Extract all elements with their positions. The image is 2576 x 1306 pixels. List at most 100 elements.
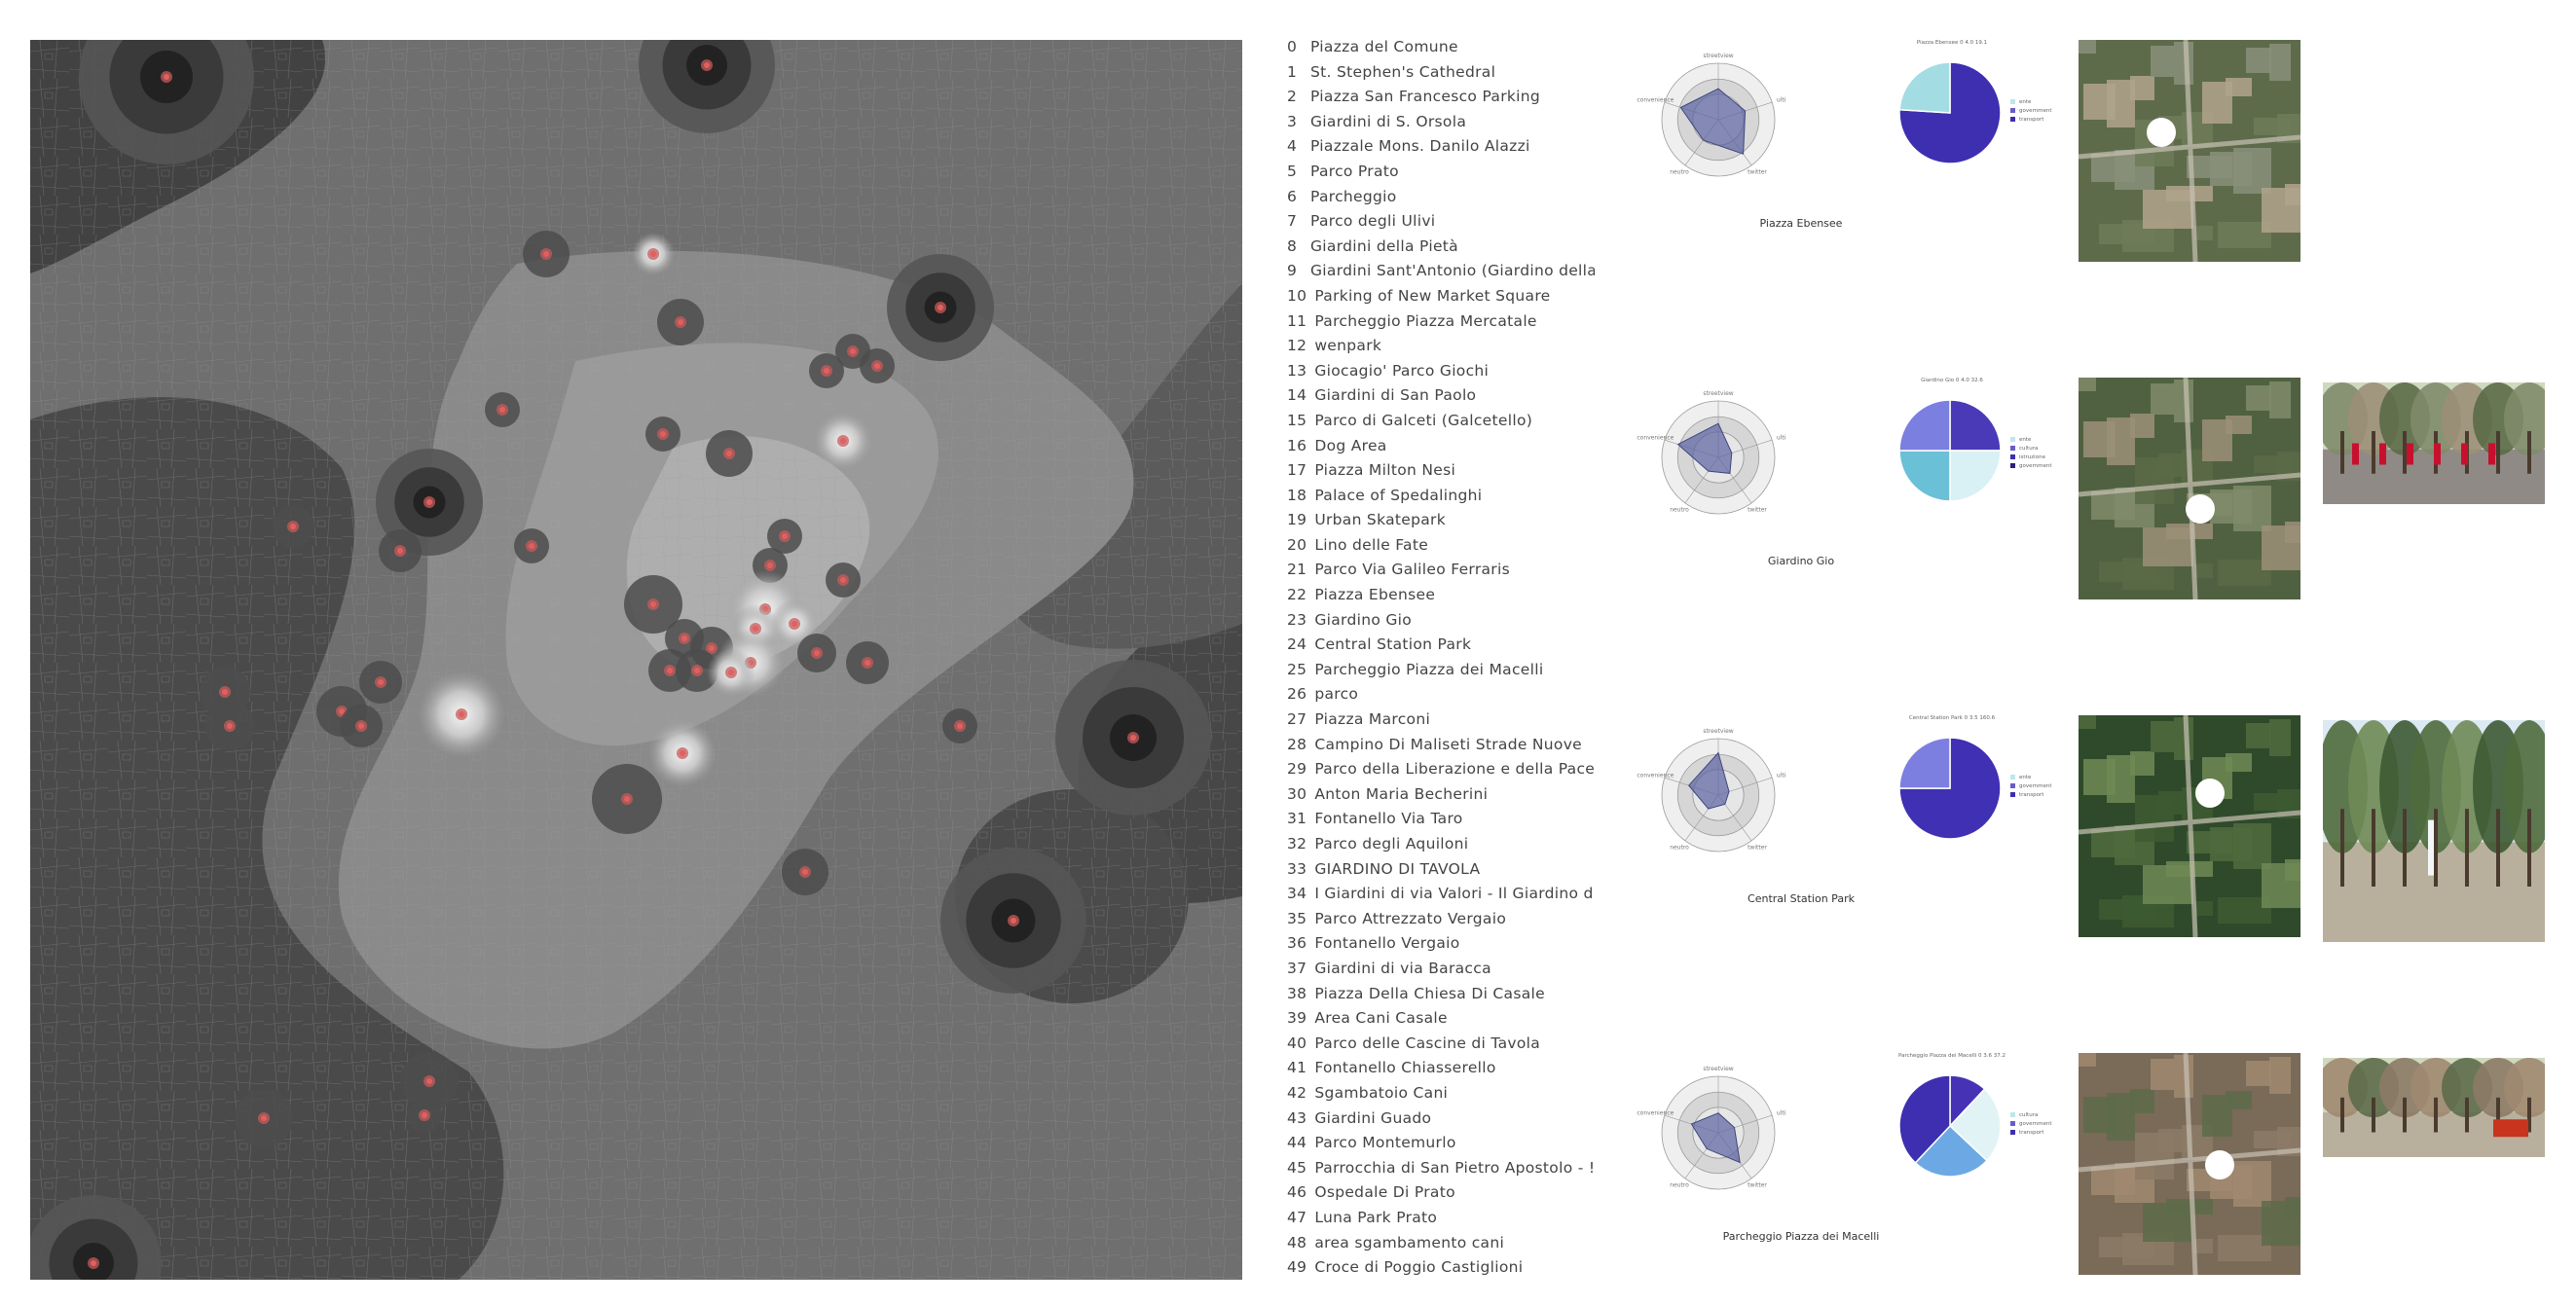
site-list-item[interactable]: 3 Giardini di S. Orsola <box>1287 110 1595 135</box>
site-list-item[interactable]: 16 Dog Area <box>1287 434 1595 459</box>
hotspot[interactable] <box>940 848 1086 994</box>
site-list-item[interactable]: 19 Urban Skatepark <box>1287 508 1595 533</box>
hotspot[interactable] <box>400 1052 459 1110</box>
site-list-item[interactable]: 1 St. Stephen's Cathedral <box>1287 60 1595 86</box>
street-photo[interactable] <box>2323 382 2545 504</box>
site-list-item[interactable]: 46 Ospedale Di Prato <box>1287 1180 1595 1206</box>
hotspot[interactable] <box>79 40 254 164</box>
site-list-item[interactable]: 14 Giardini di San Paolo <box>1287 383 1595 409</box>
site-list-item[interactable]: 34 I Giardini di via Valori - Il Giardino… <box>1287 882 1595 907</box>
site-list-item[interactable]: 41 Fontanello Chiasserello <box>1287 1056 1595 1081</box>
site-list-item[interactable]: 42 Sgambatoio Cani <box>1287 1081 1595 1106</box>
site-list-item[interactable]: 26 parco <box>1287 682 1595 707</box>
site-list-item[interactable]: 6 Parcheggio <box>1287 185 1595 210</box>
site-list-item[interactable]: 12 wenpark <box>1287 334 1595 359</box>
site-name: Piazza San Francesco Parking <box>1310 88 1541 106</box>
site-list-item[interactable]: 39 Area Cani Casale <box>1287 1006 1595 1032</box>
site-list-item[interactable]: 33 GIARDINO DI TAVOLA <box>1287 857 1595 883</box>
site-list-item[interactable]: 7 Parco degli Ulivi <box>1287 209 1595 235</box>
hotspot[interactable] <box>204 701 255 751</box>
hotspot[interactable] <box>645 417 681 452</box>
aerial-image[interactable] <box>2079 40 2300 262</box>
aerial-image[interactable] <box>2079 1053 2300 1275</box>
street-photo[interactable] <box>2323 720 2545 942</box>
site-list-item[interactable]: 20 Lino delle Fate <box>1287 533 1595 559</box>
site-list-item[interactable]: 24 Central Station Park <box>1287 633 1595 658</box>
hotspot[interactable] <box>887 254 994 361</box>
site-list-item[interactable]: 23 Giardino Gio <box>1287 608 1595 634</box>
hotspot[interactable] <box>770 599 819 648</box>
site-list-item[interactable]: 5 Parco Prato <box>1287 160 1595 185</box>
hotspot[interactable] <box>639 40 775 133</box>
hotspot[interactable] <box>632 233 675 275</box>
hotspot[interactable] <box>30 1195 162 1280</box>
hotspot[interactable] <box>657 299 704 345</box>
site-index: 25 <box>1287 660 1307 678</box>
site-list-item[interactable]: 44 Parco Montemurlo <box>1287 1131 1595 1156</box>
hotspot[interactable] <box>340 705 383 747</box>
site-list-item[interactable]: 35 Parco Attrezzato Vergaio <box>1287 907 1595 932</box>
site-list-item[interactable]: 49 Croce di Poggio Castiglioni <box>1287 1255 1595 1281</box>
hotspot[interactable] <box>676 649 718 692</box>
site-list-item[interactable]: 9 Giardini Sant'Antonio (Giardino della P… <box>1287 259 1595 284</box>
hotspot[interactable] <box>514 528 549 563</box>
hotspot[interactable] <box>797 634 836 672</box>
hotspot[interactable] <box>523 231 570 277</box>
hotspot[interactable] <box>782 849 828 895</box>
site-list-item[interactable]: 45 Parrocchia di San Pietro Apostolo - ! <box>1287 1156 1595 1181</box>
site-list-item[interactable]: 17 Piazza Milton Nesi <box>1287 458 1595 484</box>
site-list-item[interactable]: 48 area sgambamento cani <box>1287 1231 1595 1256</box>
hotspot[interactable] <box>942 708 977 744</box>
site-list-item[interactable]: 31 Fontanello Via Taro <box>1287 807 1595 832</box>
street-photo[interactable] <box>2323 1058 2545 1157</box>
site-list-item[interactable]: 0 Piazza del Comune <box>1287 35 1595 60</box>
site-list-item[interactable]: 28 Campino Di Maliseti Strade Nuove <box>1287 733 1595 758</box>
hotspot[interactable] <box>272 505 314 548</box>
site-list-item[interactable]: 8 Giardini della Pietà <box>1287 235 1595 260</box>
site-list-item[interactable]: 15 Parco di Galceti (Galcetello) <box>1287 409 1595 434</box>
site-list-item[interactable]: 29 Parco della Liberazione e della Pace <box>1287 757 1595 782</box>
site-list-item[interactable]: 32 Parco degli Aquiloni <box>1287 832 1595 857</box>
hotspot[interactable] <box>1055 660 1211 816</box>
site-list-item[interactable]: 18 Palace of Spedalinghi <box>1287 484 1595 509</box>
hotspot[interactable] <box>359 661 402 704</box>
aerial-image[interactable] <box>2079 715 2300 937</box>
hotspot[interactable] <box>407 1098 442 1133</box>
site-list-item[interactable]: 4 Piazzale Mons. Danilo Alazzi <box>1287 134 1595 160</box>
site-list-item[interactable]: 40 Parco delle Cascine di Tavola <box>1287 1032 1595 1057</box>
site-list-item[interactable]: 30 Anton Maria Becherini <box>1287 782 1595 808</box>
hotspot[interactable] <box>485 392 520 427</box>
hotspot[interactable] <box>809 353 844 388</box>
hotspot[interactable] <box>624 575 682 634</box>
site-list-item[interactable]: 11 Parcheggio Piazza Mercatale <box>1287 309 1595 335</box>
site-list-item[interactable]: 36 Fontanello Vergaio <box>1287 931 1595 957</box>
hotspot[interactable] <box>376 449 483 556</box>
site-list-item[interactable]: 22 Piazza Ebensee <box>1287 583 1595 608</box>
hotspot[interactable] <box>592 764 662 834</box>
hotspot[interactable] <box>767 519 802 554</box>
aerial-image[interactable] <box>2079 378 2300 599</box>
hotspot[interactable] <box>418 671 505 758</box>
site-list-item[interactable]: 21 Parco Via Galileo Ferraris <box>1287 558 1595 583</box>
site-name: Ospedale Di Prato <box>1314 1183 1455 1202</box>
site-list-item[interactable]: 2 Piazza San Francesco Parking <box>1287 85 1595 110</box>
site-list-item[interactable]: 10 Parking of New Market Square <box>1287 284 1595 309</box>
heat-map[interactable] <box>30 40 1242 1280</box>
site-list-item[interactable]: 43 Giardini Guado <box>1287 1106 1595 1132</box>
hotspot[interactable] <box>826 562 861 598</box>
hotspot[interactable] <box>706 430 753 477</box>
site-list-item[interactable]: 38 Piazza Della Chiesa Di Casale <box>1287 982 1595 1007</box>
hotspot[interactable] <box>707 648 755 697</box>
hotspot[interactable] <box>860 348 895 383</box>
hotspot[interactable] <box>846 641 889 684</box>
hotspot[interactable] <box>814 412 872 470</box>
site-list-item[interactable]: 27 Piazza Marconi <box>1287 707 1595 733</box>
site-list-item[interactable]: 25 Parcheggio Piazza dei Macelli <box>1287 658 1595 683</box>
hotspot[interactable] <box>648 719 717 787</box>
site-list-item[interactable]: 13 Giocagio' Parco Giochi <box>1287 359 1595 384</box>
hotspot[interactable] <box>379 529 422 572</box>
site-list-item[interactable]: 37 Giardini di via Baracca <box>1287 957 1595 982</box>
site-list-item[interactable]: 47 Luna Park Prato <box>1287 1206 1595 1231</box>
hotspot[interactable] <box>235 1089 293 1147</box>
radar-axis-label: twitter <box>1748 506 1767 513</box>
